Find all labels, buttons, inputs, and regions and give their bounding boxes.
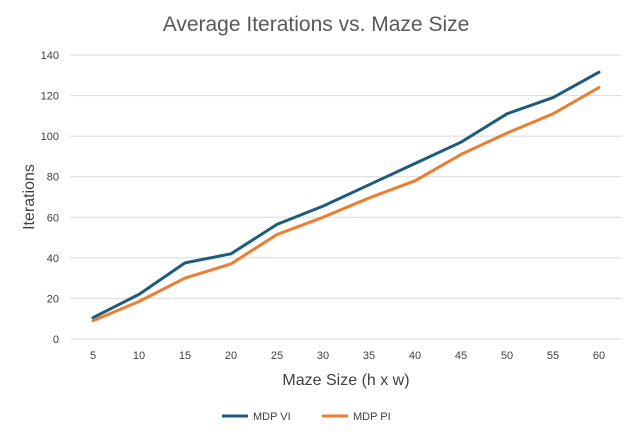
x-tick-label: 30 xyxy=(317,350,329,362)
y-axis-title: Iterations xyxy=(21,164,38,230)
y-tick-label: 0 xyxy=(53,334,59,346)
x-tick-label: 10 xyxy=(133,350,145,362)
x-tick-label: 5 xyxy=(90,350,96,362)
x-tick-label: 35 xyxy=(363,350,375,362)
y-tick-label: 20 xyxy=(47,293,59,305)
x-tick-label: 50 xyxy=(501,350,513,362)
series-lines xyxy=(91,70,601,323)
series-line-mdp-vi xyxy=(91,70,601,320)
x-axis-ticks: 5 10 15 20 25 30 35 40 45 50 55 60 xyxy=(90,350,605,362)
y-tick-label: 140 xyxy=(41,50,59,62)
x-tick-label: 60 xyxy=(593,350,605,362)
x-tick-label: 20 xyxy=(225,350,237,362)
y-tick-label: 40 xyxy=(47,253,59,265)
y-tick-label: 60 xyxy=(47,212,59,224)
gridlines xyxy=(70,54,622,340)
x-tick-label: 45 xyxy=(455,350,467,362)
legend-label: MDP PI xyxy=(353,411,391,423)
legend-label: MDP VI xyxy=(253,411,291,423)
x-tick-label: 15 xyxy=(179,350,191,362)
y-tick-label: 80 xyxy=(47,172,59,184)
y-tick-label: 120 xyxy=(41,91,59,103)
y-axis-ticks: 0 20 40 60 80 100 120 140 xyxy=(41,50,59,346)
legend: MDP VI MDP PI xyxy=(222,411,391,423)
chart-title: Average Iterations vs. Maze Size xyxy=(163,13,470,36)
series-line-mdp-pi xyxy=(91,86,601,323)
y-tick-label: 100 xyxy=(41,131,59,143)
x-tick-label: 55 xyxy=(547,350,559,362)
x-tick-label: 25 xyxy=(271,350,283,362)
x-tick-label: 40 xyxy=(409,350,421,362)
x-axis-title: Maze Size (h x w) xyxy=(282,372,409,389)
legend-item: MDP VI xyxy=(222,411,291,423)
legend-item: MDP PI xyxy=(322,411,391,423)
